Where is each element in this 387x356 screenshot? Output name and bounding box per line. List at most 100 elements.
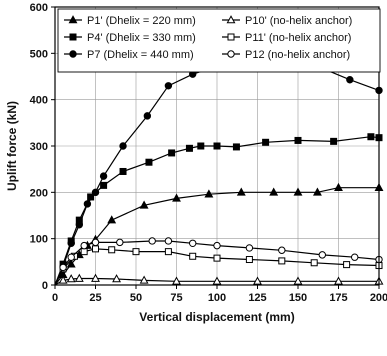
data-point-triangle <box>139 275 149 284</box>
y-tick-label: 0 <box>42 280 48 292</box>
data-point-circle <box>91 238 100 247</box>
data-point-square <box>145 158 153 166</box>
data-point-square <box>367 133 375 141</box>
data-point-circle <box>245 244 254 252</box>
data-point-triangle <box>112 274 122 283</box>
x-tick-label: 200 <box>370 292 387 304</box>
data-point-square <box>213 254 221 262</box>
x-tick-label: 125 <box>248 292 266 304</box>
legend-box <box>57 8 381 73</box>
legend: P1' (Dhelix = 220 mm) P4' (Dhelix = 330 m… <box>57 8 381 73</box>
data-point-square <box>132 248 140 256</box>
data-point-triangle <box>269 187 279 196</box>
x-tick-label: 100 <box>208 292 226 304</box>
data-point-circle <box>346 76 354 84</box>
legend-item: P1' (Dhelix = 220 mm) <box>64 15 196 27</box>
data-point-circle <box>67 239 75 248</box>
data-point-triangle <box>293 187 303 196</box>
data-point-square <box>310 259 318 267</box>
data-point-triangle <box>226 15 236 24</box>
data-point-square <box>197 142 205 150</box>
data-point-circle <box>164 82 173 90</box>
series-group <box>54 54 383 286</box>
legend-label: P11' (no-helix anchor) <box>245 32 351 44</box>
legend-label: P4' (Dhelix = 330 mm) <box>87 32 196 44</box>
data-point-circle <box>143 112 152 120</box>
data-point-square <box>189 252 197 260</box>
x-tick-label: 175 <box>329 292 347 304</box>
y-tick-label: 600 <box>30 2 48 14</box>
data-point-triangle <box>66 259 76 268</box>
data-point-triangle <box>172 193 181 202</box>
data-point-square <box>185 144 193 152</box>
data-point-triangle <box>312 187 322 196</box>
legend-item: P11' (no-helix anchor) <box>222 32 351 44</box>
data-point-square <box>343 261 351 269</box>
data-point-square <box>100 181 108 189</box>
series-group <box>54 133 383 286</box>
series-group <box>54 182 384 286</box>
y-tick-label: 400 <box>30 95 48 107</box>
data-point-circle <box>351 253 359 261</box>
x-tick-label: 25 <box>89 292 101 304</box>
data-point-triangle <box>172 276 181 285</box>
legend-label: P10' (no-helix anchor) <box>245 15 352 27</box>
data-point-square <box>232 143 240 151</box>
series-group <box>54 237 383 286</box>
data-point-triangle <box>66 274 76 283</box>
data-point-circle <box>227 50 235 58</box>
data-point-triangle <box>91 273 100 282</box>
data-point-triangle <box>107 215 117 224</box>
y-axis-title: Uplift force (kN) <box>5 101 19 191</box>
data-point-circle <box>119 142 127 150</box>
data-point-circle <box>116 238 124 247</box>
data-point-triangle <box>334 182 343 191</box>
series-layer <box>54 54 384 286</box>
data-point-triangle <box>68 15 78 24</box>
legend-label: P7 (Dhelix = 440 mm) <box>87 49 194 61</box>
data-point-square <box>168 149 176 157</box>
x-axis-title: Vertical displacement (mm) <box>139 310 294 324</box>
data-point-circle <box>83 200 92 208</box>
data-point-square <box>80 248 88 256</box>
data-point-triangle <box>74 273 84 282</box>
series-group <box>54 273 384 286</box>
x-tick-label: 50 <box>130 292 142 304</box>
data-point-square <box>69 33 77 41</box>
data-point-circle <box>278 246 286 254</box>
data-point-circle <box>164 237 173 245</box>
y-tick-label: 200 <box>30 187 48 199</box>
data-point-square <box>119 167 127 175</box>
data-point-circle <box>69 50 77 58</box>
legend-label: P1' (Dhelix = 220 mm) <box>87 15 196 27</box>
y-tick-label: 500 <box>30 48 48 60</box>
data-point-square <box>262 138 270 146</box>
data-point-square <box>164 248 172 256</box>
data-point-triangle <box>139 200 149 209</box>
data-point-triangle <box>58 275 68 284</box>
data-point-square <box>213 142 221 150</box>
data-point-square <box>245 256 253 264</box>
x-tick-label: 0 <box>52 292 58 304</box>
data-point-circle <box>318 251 326 259</box>
data-point-triangle <box>236 187 246 196</box>
data-point-triangle <box>293 276 303 285</box>
legend-item: P10' (no-helix anchor) <box>222 15 352 27</box>
x-tick-label: 150 <box>289 292 307 304</box>
data-point-circle <box>67 253 75 261</box>
data-point-square <box>108 246 116 254</box>
data-point-circle <box>91 188 100 197</box>
data-point-circle <box>59 263 67 272</box>
legend-item: P7 (Dhelix = 440 mm) <box>64 49 194 61</box>
data-point-circle <box>80 241 88 250</box>
data-point-triangle <box>204 189 214 198</box>
data-point-circle <box>75 221 84 229</box>
data-point-circle <box>99 172 108 180</box>
data-point-triangle <box>212 276 222 285</box>
y-tick-label: 100 <box>30 234 48 246</box>
x-tick-label: 75 <box>170 292 182 304</box>
data-point-circle <box>189 239 197 248</box>
legend-item: P4' (Dhelix = 330 mm) <box>64 32 196 44</box>
data-point-square <box>92 245 99 253</box>
